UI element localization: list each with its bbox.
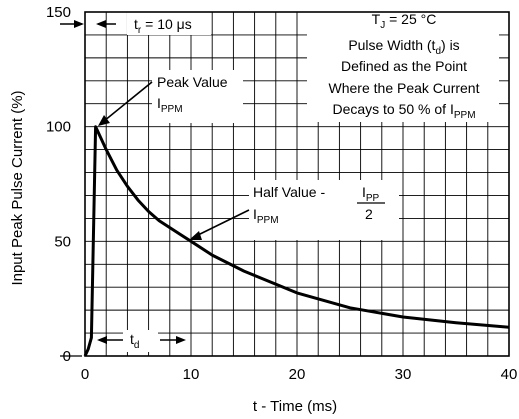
y-tick-label: 150 [46, 4, 71, 21]
pulse-curve [83, 125, 510, 357]
desc-line-3: Where the Peak Current [329, 80, 480, 96]
x-tick-label: 40 [501, 366, 518, 383]
y-tick-label: 100 [46, 119, 71, 136]
peak-arrowhead [98, 115, 110, 126]
tj-label: TJ = 25 °C [372, 11, 437, 31]
td-arrowhead-right [176, 336, 186, 344]
td-arrowhead-left [97, 336, 107, 344]
half-label-line-1: Half Value - [253, 184, 325, 200]
tr-label: tr = 10 μs [134, 16, 192, 36]
x-tick-label: 10 [183, 366, 200, 383]
x-axis-title: t - Time (ms) [253, 398, 337, 415]
x-tick-label: 20 [289, 366, 306, 383]
tr-arrowhead-left [74, 20, 84, 28]
tr-arrowhead-right [96, 20, 106, 28]
peak-label-line-1: Peak Value [157, 74, 228, 90]
desc-line-2: Defined as the Point [341, 58, 467, 74]
half-frac-num: IPP [362, 184, 380, 204]
half-label-bg [249, 180, 399, 240]
peak-arrow [103, 81, 153, 122]
tr-label-bg [127, 12, 211, 35]
half-arrowhead [189, 231, 202, 240]
half-frac-den: 2 [365, 206, 373, 222]
td-label: td [130, 331, 139, 351]
td-label-bg [123, 330, 158, 352]
half-arrow [195, 209, 250, 237]
y-axis-title: Input Peak Pulse Current (%) [9, 90, 26, 285]
x-tick-label: 0 [81, 366, 89, 383]
curve-layer [83, 125, 510, 357]
peak-label-line-2: IPPM [157, 95, 183, 115]
desc-line-1: Pulse Width (td) is [348, 37, 459, 57]
desc-bg [307, 10, 499, 122]
peak-label-bg [152, 70, 243, 123]
desc-line-4: Decays to 50 % of IPPM [332, 101, 475, 121]
y-tick-label: 50 [54, 233, 71, 250]
half-label-line-2: IPPM [253, 206, 279, 226]
x-tick-label: 30 [395, 366, 412, 383]
plot-frame [84, 11, 510, 357]
